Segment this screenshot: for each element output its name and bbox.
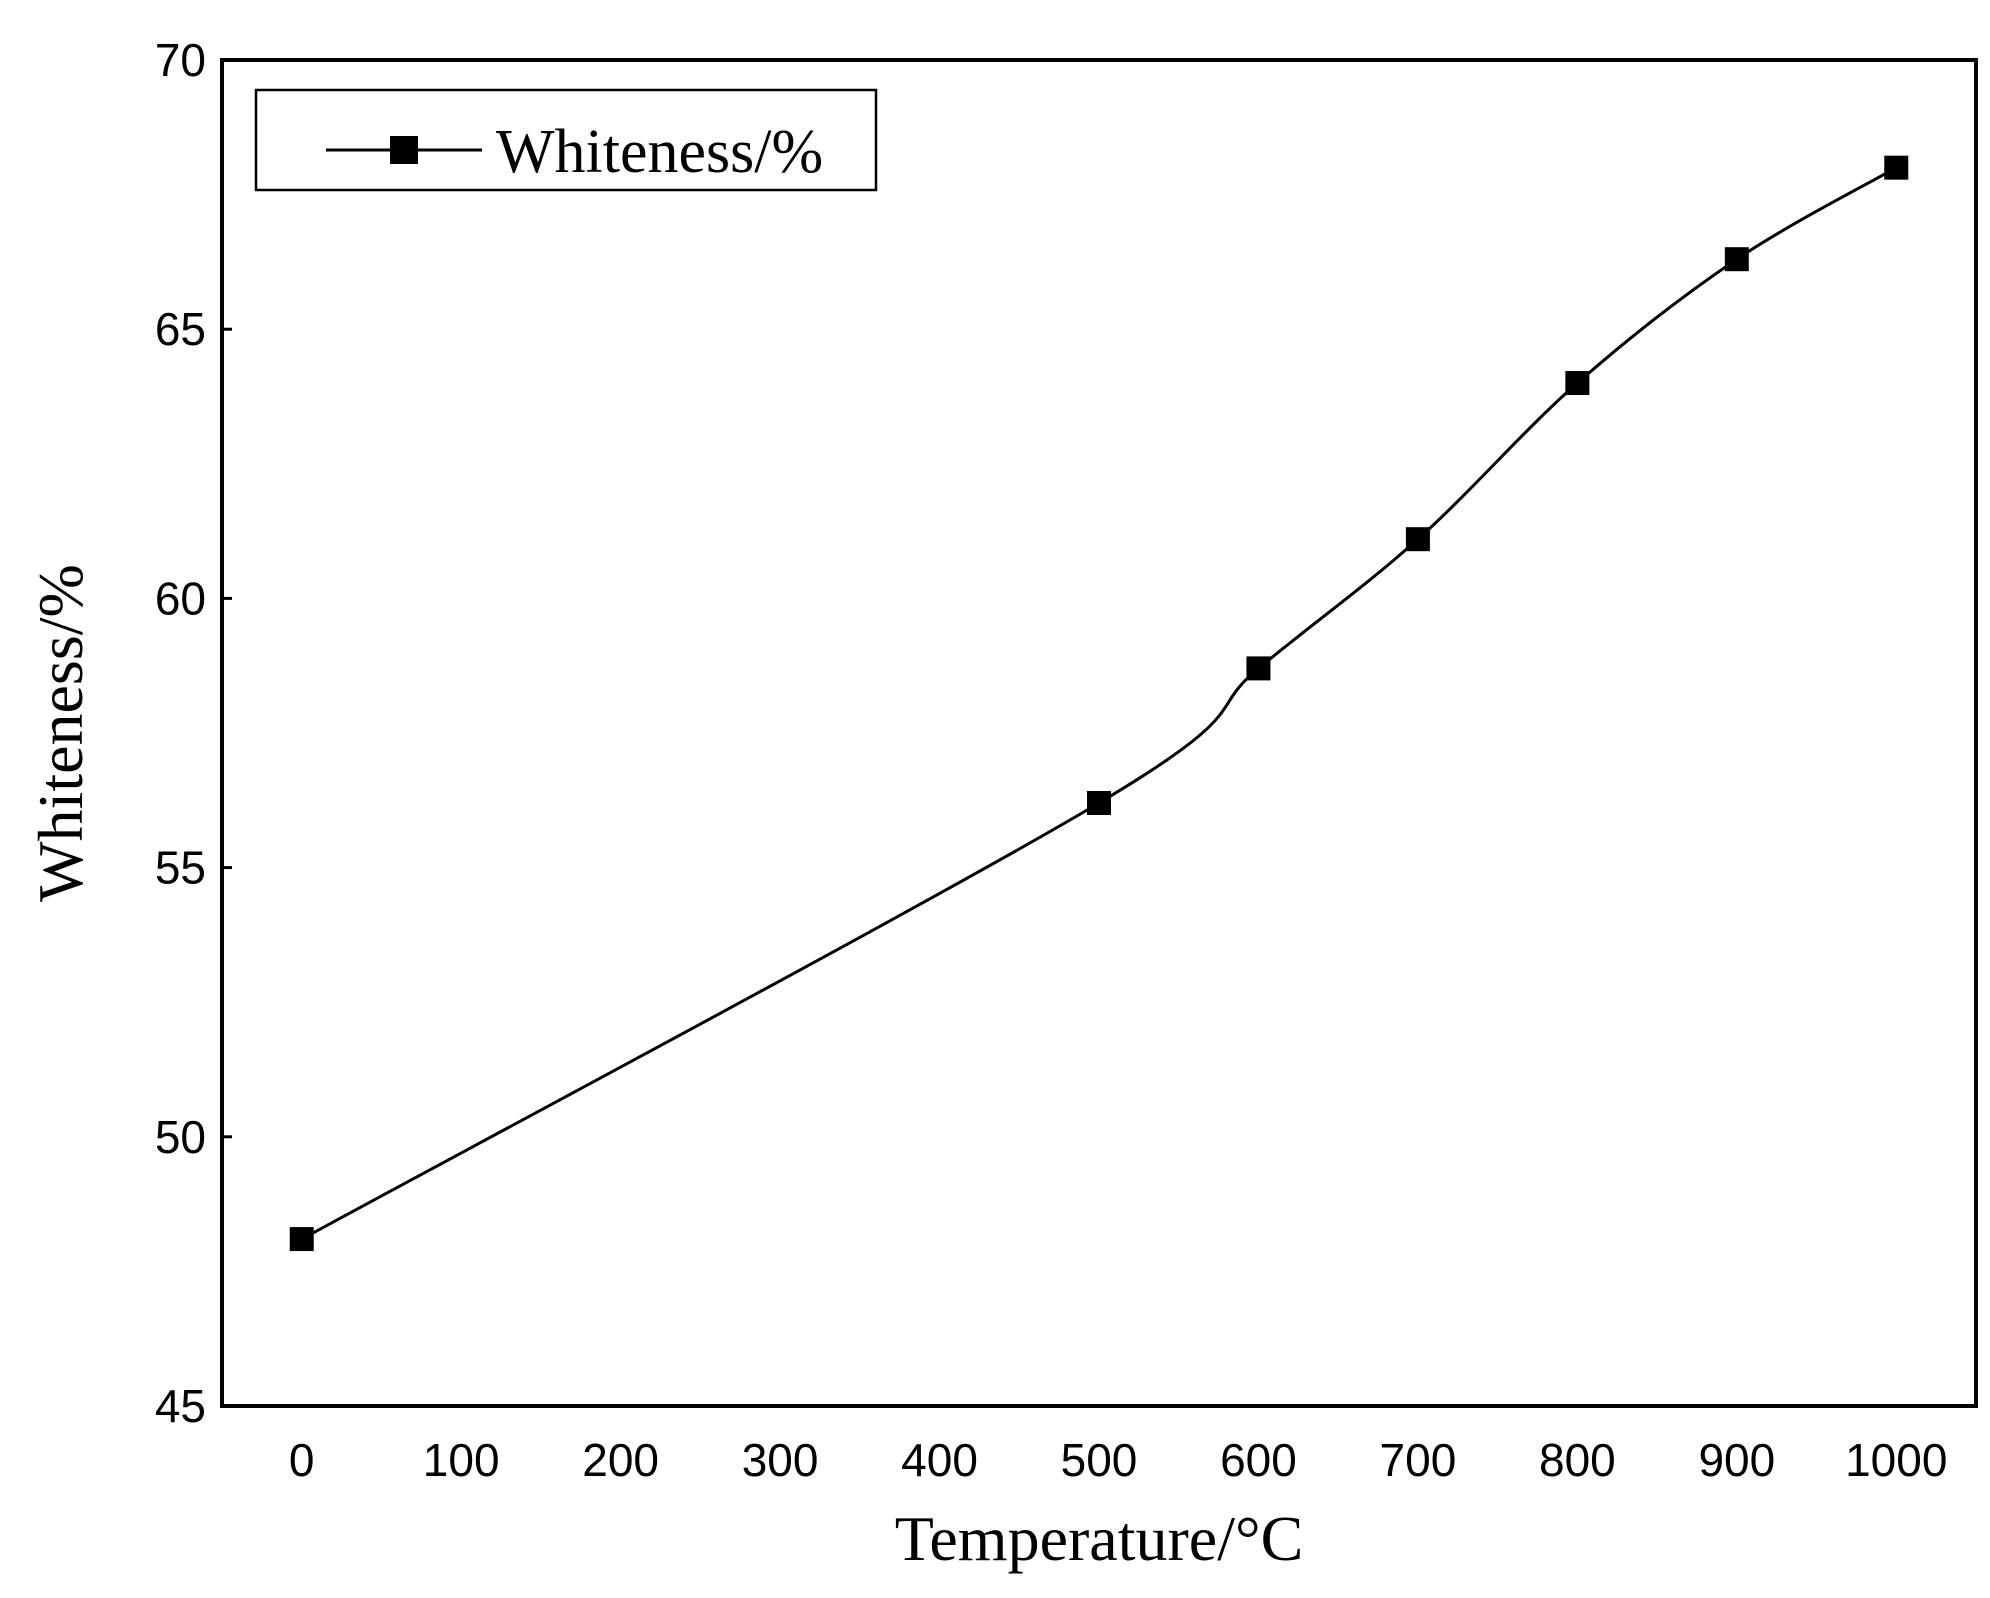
x-tick-label: 700 [1380, 1434, 1457, 1486]
series-points [289, 155, 1909, 1252]
legend-box [254, 88, 878, 192]
y-tick-label: 65 [155, 303, 206, 355]
data-point [1884, 155, 1909, 180]
data-point [1724, 247, 1749, 272]
x-tick-label: 500 [1061, 1434, 1138, 1486]
data-point [1246, 656, 1271, 681]
legend-label: Whiteness/% [496, 118, 823, 186]
x-axis-title: Temperature/°C [895, 1503, 1304, 1574]
data-point [289, 1227, 314, 1252]
data-point [1405, 527, 1430, 552]
y-tick-label: 50 [155, 1111, 206, 1163]
legend: Whiteness/% [254, 88, 878, 192]
x-tick-label: 300 [742, 1434, 819, 1486]
x-tick-label: 800 [1539, 1434, 1616, 1486]
series-line [301, 166, 1898, 1241]
y-axis-ticks: 45 50 55 60 65 70 [155, 34, 232, 1432]
legend-marker [390, 136, 418, 164]
data-point [1565, 371, 1590, 396]
x-tick-label: 0 [289, 1434, 315, 1486]
x-tick-label: 1000 [1845, 1434, 1947, 1486]
x-axis-ticks: 0 100 200 300 400 500 600 700 800 900 1000 [289, 1434, 1948, 1486]
x-tick-label: 600 [1220, 1434, 1297, 1486]
y-tick-label: 60 [155, 572, 206, 624]
y-tick-label: 70 [155, 34, 206, 86]
x-tick-label: 100 [423, 1434, 500, 1486]
plot-frame [220, 58, 1978, 1408]
y-axis-title: Whiteness/% [25, 564, 96, 902]
data-point [1087, 790, 1111, 815]
x-tick-label: 200 [582, 1434, 659, 1486]
x-tick-label: 900 [1698, 1434, 1775, 1486]
x-tick-label: 400 [901, 1434, 978, 1486]
y-tick-label: 45 [155, 1380, 206, 1432]
y-tick-label: 55 [155, 842, 206, 894]
